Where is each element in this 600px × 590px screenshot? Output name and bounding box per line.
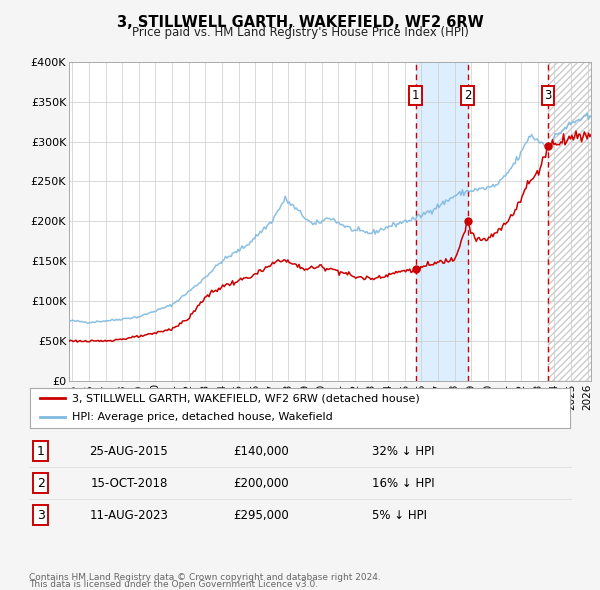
Bar <box>416 62 468 381</box>
Text: 3: 3 <box>544 89 551 102</box>
Bar <box>548 62 600 381</box>
Text: £295,000: £295,000 <box>233 509 289 522</box>
Text: This data is licensed under the Open Government Licence v3.0.: This data is licensed under the Open Gov… <box>29 580 318 589</box>
Text: 32% ↓ HPI: 32% ↓ HPI <box>372 445 434 458</box>
Text: 2: 2 <box>464 89 472 102</box>
Text: 16% ↓ HPI: 16% ↓ HPI <box>372 477 434 490</box>
Text: £200,000: £200,000 <box>233 477 289 490</box>
Text: 1: 1 <box>37 445 45 458</box>
Text: Contains HM Land Registry data © Crown copyright and database right 2024.: Contains HM Land Registry data © Crown c… <box>29 573 380 582</box>
Text: £140,000: £140,000 <box>233 445 289 458</box>
Text: 25-AUG-2015: 25-AUG-2015 <box>89 445 169 458</box>
Text: 3: 3 <box>37 509 45 522</box>
Text: 11-AUG-2023: 11-AUG-2023 <box>89 509 169 522</box>
Text: 3, STILLWELL GARTH, WAKEFIELD, WF2 6RW (detached house): 3, STILLWELL GARTH, WAKEFIELD, WF2 6RW (… <box>72 394 420 404</box>
Text: 2: 2 <box>37 477 45 490</box>
Text: 15-OCT-2018: 15-OCT-2018 <box>91 477 167 490</box>
Text: 5% ↓ HPI: 5% ↓ HPI <box>372 509 427 522</box>
Text: 1: 1 <box>412 89 419 102</box>
Text: Price paid vs. HM Land Registry's House Price Index (HPI): Price paid vs. HM Land Registry's House … <box>131 26 469 39</box>
Text: HPI: Average price, detached house, Wakefield: HPI: Average price, detached house, Wake… <box>72 412 333 422</box>
Text: 3, STILLWELL GARTH, WAKEFIELD, WF2 6RW: 3, STILLWELL GARTH, WAKEFIELD, WF2 6RW <box>116 15 484 30</box>
